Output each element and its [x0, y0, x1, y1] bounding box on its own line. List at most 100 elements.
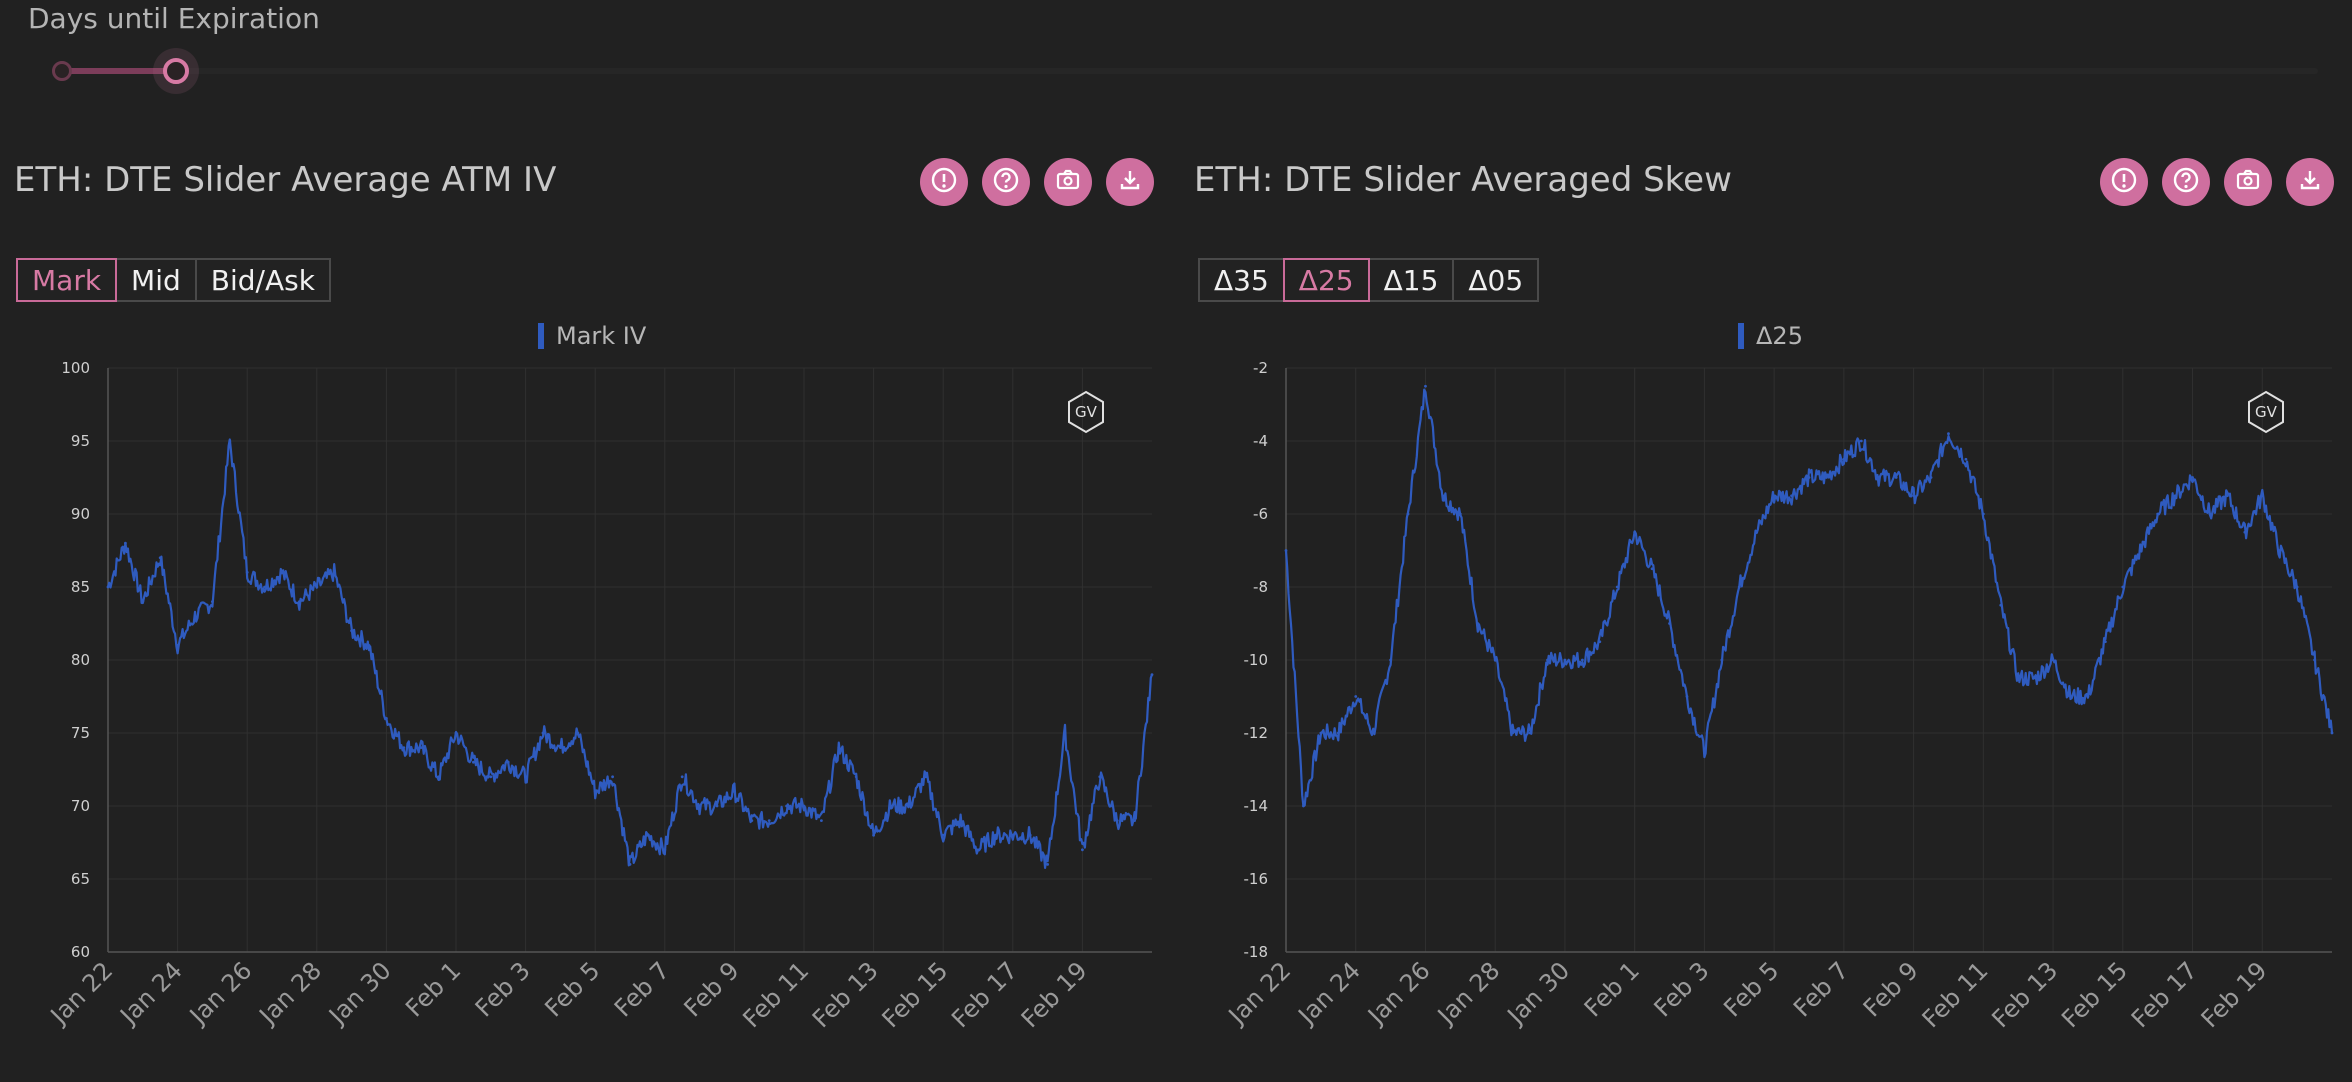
data-point	[489, 775, 493, 779]
data-point	[2226, 494, 2229, 498]
data-point	[1546, 658, 1549, 662]
data-point	[1441, 494, 1445, 498]
download-icon	[2295, 165, 2325, 200]
data-point	[524, 775, 527, 779]
gv-logo-text: GV	[2255, 403, 2278, 421]
data-point	[715, 804, 719, 808]
data-point	[924, 775, 928, 779]
data-point	[785, 804, 788, 808]
data-point	[298, 600, 301, 603]
screenshot-button[interactable]	[2224, 158, 2272, 206]
data-point	[2295, 585, 2299, 589]
y-tick-label: -14	[1244, 797, 1269, 815]
y-tick-label: 100	[61, 359, 90, 377]
data-point	[1528, 731, 1532, 735]
data-point	[1981, 512, 1985, 516]
data-point	[1615, 585, 1619, 589]
price-type-toggle: Mark Mid Bid/Ask	[16, 258, 331, 302]
data-point	[228, 439, 232, 443]
data-point	[106, 585, 110, 589]
download-button[interactable]	[2286, 158, 2334, 206]
data-point	[1703, 749, 1706, 753]
data-point	[454, 731, 458, 735]
data-point	[1063, 731, 1067, 735]
data-point	[1563, 658, 1567, 662]
panel-title: ETH: DTE Slider Averaged Skew	[1194, 160, 1732, 200]
data-point	[820, 819, 823, 822]
bid-ask-button[interactable]: Bid/Ask	[194, 258, 331, 302]
data-point	[1964, 457, 1968, 461]
help-icon	[991, 165, 1021, 200]
data-point	[750, 819, 754, 822]
data-point	[1772, 494, 1776, 498]
data-point	[2208, 512, 2212, 516]
data-point	[1807, 476, 1811, 479]
data-point	[1354, 695, 1358, 698]
delta-05-button[interactable]: Δ05	[1452, 258, 1540, 302]
dte-slider-label: Days until Expiration	[28, 2, 320, 35]
x-tick-label: Feb 17	[2126, 956, 2203, 1033]
help-button[interactable]	[982, 158, 1030, 206]
y-tick-label: 75	[71, 724, 90, 742]
data-point	[1912, 494, 1915, 498]
x-tick-label: Jan 26	[1361, 956, 1435, 1030]
data-point	[802, 804, 806, 808]
data-point	[1046, 863, 1049, 866]
data-point	[1511, 731, 1515, 735]
y-tick-label: 70	[71, 797, 90, 815]
mark-button[interactable]: Mark	[16, 258, 118, 302]
y-tick-label: 60	[71, 943, 90, 961]
data-point	[628, 863, 632, 866]
data-point	[576, 731, 580, 735]
x-tick-label: Feb 7	[609, 956, 675, 1022]
y-tick-label: 95	[71, 432, 90, 450]
help-button[interactable]	[2162, 158, 2210, 206]
data-point	[2260, 494, 2264, 498]
chart-legend[interactable]: Mark IV	[538, 322, 646, 350]
y-tick-label: 80	[71, 651, 90, 669]
data-point	[1668, 622, 1671, 625]
data-point	[211, 600, 214, 603]
series-line	[106, 438, 1154, 869]
x-tick-label: Jan 24	[113, 956, 187, 1030]
dte-slider-max-thumb[interactable]	[163, 58, 189, 84]
data-point	[1720, 658, 1724, 662]
mid-button[interactable]: Mid	[115, 258, 197, 302]
dte-slider-track[interactable]	[62, 68, 2318, 74]
data-point	[593, 790, 597, 793]
data-point	[1336, 731, 1340, 735]
x-tick-label: Feb 11	[1917, 956, 1994, 1033]
x-tick-label: Feb 13	[807, 956, 884, 1033]
delta-35-button[interactable]: Δ35	[1198, 258, 1285, 302]
delta-25-button[interactable]: Δ25	[1282, 258, 1370, 302]
data-point	[1633, 530, 1637, 534]
data-point	[611, 775, 614, 779]
data-point	[837, 746, 841, 749]
dte-slider-range	[62, 68, 176, 74]
x-tick-label: Feb 19	[1016, 956, 1093, 1033]
data-point	[1302, 804, 1305, 808]
skew-panel: ETH: DTE Slider Averaged Skew Δ35 Δ25 Δ1…	[1180, 150, 2350, 1082]
data-point	[141, 600, 145, 603]
dte-slider-min-thumb[interactable]	[52, 61, 72, 81]
data-point	[663, 848, 667, 852]
screenshot-button[interactable]	[1044, 158, 1092, 206]
data-point	[733, 790, 736, 793]
data-point	[1458, 512, 1462, 516]
legend-label: Mark IV	[556, 322, 647, 350]
chart-legend[interactable]: Δ25	[1738, 322, 1803, 350]
data-point	[332, 571, 336, 574]
download-button[interactable]	[1106, 158, 1154, 206]
alert-button[interactable]	[2100, 158, 2148, 206]
data-point	[889, 804, 893, 808]
data-point	[402, 746, 406, 749]
alert-icon	[2109, 165, 2139, 200]
y-tick-label: 90	[71, 505, 90, 523]
x-tick-label: Feb 3	[1649, 956, 1715, 1022]
delta-15-button[interactable]: Δ15	[1367, 258, 1455, 302]
data-point	[1685, 695, 1689, 698]
alert-button[interactable]	[920, 158, 968, 206]
x-tick-label: Jan 24	[1292, 956, 1366, 1030]
